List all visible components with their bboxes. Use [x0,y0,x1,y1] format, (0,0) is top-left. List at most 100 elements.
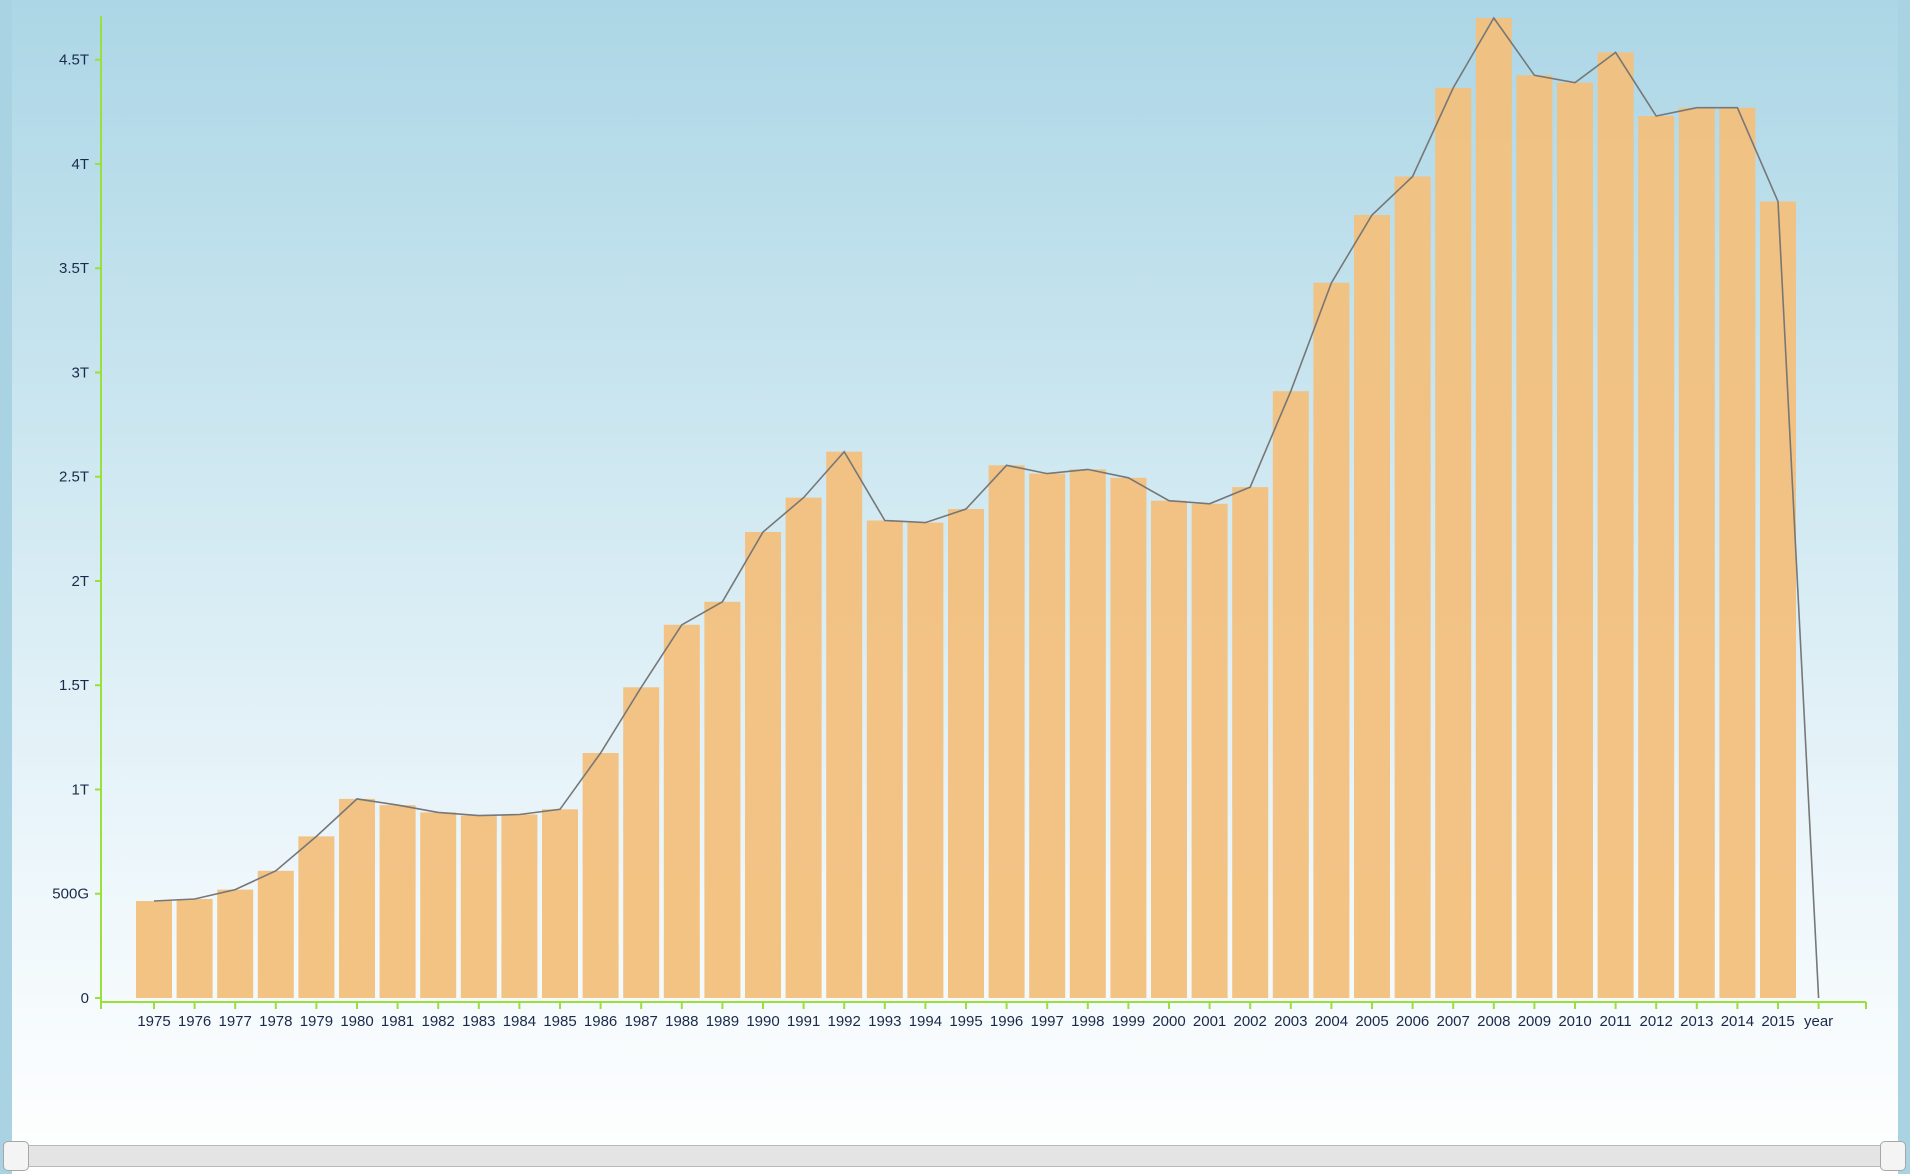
bar-1987[interactable] [623,687,660,998]
bar-2015[interactable] [1760,201,1796,999]
bar-2002[interactable] [1232,487,1269,998]
y-tick-label: 4.5T [59,52,89,69]
bar-2014[interactable] [1719,107,1756,998]
bar-1978[interactable] [257,870,294,998]
bar-1994[interactable] [907,522,944,998]
x-tick-label: 1980 [340,1013,373,1030]
bar-1996[interactable] [988,465,1025,998]
bar-2003[interactable] [1272,391,1309,998]
x-tick-label: 1977 [219,1013,252,1030]
bar-2009[interactable] [1516,75,1553,999]
x-tick-label: 2009 [1518,1013,1551,1030]
y-tick-label: 2.5T [59,469,89,486]
x-tick-label: 2004 [1315,1013,1348,1030]
bar-2005[interactable] [1354,215,1390,998]
bar-1981[interactable] [379,805,416,998]
bar-1998[interactable] [1069,469,1106,998]
bar-1993[interactable] [866,520,903,999]
x-tick-label: 1999 [1112,1013,1145,1030]
x-tick-label: 2012 [1640,1013,1673,1030]
x-tick-label: 1992 [828,1013,861,1030]
x-tick-label: 2013 [1680,1013,1713,1030]
y-axis: 0 500G 1T 1.5T 2T 2.5T 3T 3.5T 4T 4.5T [52,16,102,1008]
x-tick-label: 2002 [1234,1013,1267,1030]
x-tick-label: 2001 [1193,1013,1226,1030]
bar-2013[interactable] [1678,107,1715,998]
x-tick-label: 1976 [178,1013,211,1030]
bar-1986[interactable] [582,753,619,998]
x-tick-label: 1993 [868,1013,901,1030]
bar-1991[interactable] [785,497,822,998]
bar-1990[interactable] [745,532,781,998]
x-tick-label: 1998 [1071,1013,1104,1030]
x-tick-label: 2014 [1721,1013,1754,1030]
x-tick-label: 1981 [381,1013,414,1030]
bar-1977[interactable] [217,889,254,998]
x-tick-label: 1984 [503,1013,536,1030]
x-tick-label: 1991 [787,1013,820,1030]
y-tick-label: 2T [71,573,89,590]
range-scrollbar-track[interactable] [14,1145,1894,1167]
bar-2010[interactable] [1557,82,1593,999]
x-tick-label: 2008 [1477,1013,1510,1030]
bar-2006[interactable] [1394,176,1431,999]
bar-1992[interactable] [826,451,863,998]
bar-2000[interactable] [1151,500,1187,998]
x-tick-label: 1987 [625,1013,658,1030]
bar-1999[interactable] [1110,477,1147,998]
bar-1984[interactable] [501,814,538,999]
x-tick-label: 1979 [300,1013,333,1030]
bar-1985[interactable] [542,809,578,998]
x-tick-label: 1994 [909,1013,942,1030]
x-tick-label: 1983 [462,1013,495,1030]
x-tick-label: 1986 [584,1013,617,1030]
bar-1979[interactable] [298,836,335,998]
x-tick-label: 2007 [1437,1013,1470,1030]
y-tick-label: 1T [71,781,89,798]
x-tick-label: 1985 [543,1013,576,1030]
y-tick-label: 0 [81,990,89,1007]
trend-line [153,16,1820,999]
x-tick-label: 1989 [706,1013,739,1030]
bar-2011[interactable] [1597,52,1634,998]
bar-1997[interactable] [1029,473,1066,999]
bar-1988[interactable] [663,624,700,998]
y-tick-label: 500G [52,886,89,903]
bar-2012[interactable] [1638,116,1675,998]
y-tick-label: 3T [71,364,89,381]
y-tick-label: 4T [71,156,89,173]
trend-line-layer [153,16,1820,999]
bar-2008[interactable] [1475,18,1512,998]
x-tick-label: 2015 [1761,1013,1794,1030]
x-tick-label: 2006 [1396,1013,1429,1030]
x-tick-label: 2000 [1152,1013,1185,1030]
x-tick-label: 2003 [1274,1013,1307,1030]
bar-1980[interactable] [339,798,375,998]
bar-2007[interactable] [1435,87,1472,998]
x-tick-label: 1982 [422,1013,455,1030]
bar-1995[interactable] [948,509,984,998]
bar-2004[interactable] [1313,282,1350,998]
x-tick-label: 1995 [949,1013,982,1030]
x-tick-label: 2011 [1599,1013,1631,1030]
bars-layer [136,18,1796,999]
bar-1982[interactable] [420,812,457,998]
x-tick-label: 1988 [665,1013,698,1030]
x-tick-label: 1990 [746,1013,779,1030]
bar-1983[interactable] [460,815,497,998]
x-tick-label: 2005 [1355,1013,1388,1030]
x-tick-label: year [1804,1013,1833,1030]
range-end-handle[interactable] [1880,1141,1906,1171]
range-start-handle[interactable] [3,1141,29,1171]
bar-1976[interactable] [176,899,213,998]
y-tick-label: 3.5T [59,260,89,277]
bar-2001[interactable] [1191,503,1228,998]
y-tick-label: 1.5T [59,677,89,694]
bar-1989[interactable] [704,601,741,998]
bar-1975[interactable] [136,901,172,998]
x-tick-label: 1978 [259,1013,292,1030]
x-tick-label: 1996 [990,1013,1023,1030]
x-axis: 1975 1976 1977 1978 1979 1980 1981 1982 1983 1984… [100,1001,1867,1030]
